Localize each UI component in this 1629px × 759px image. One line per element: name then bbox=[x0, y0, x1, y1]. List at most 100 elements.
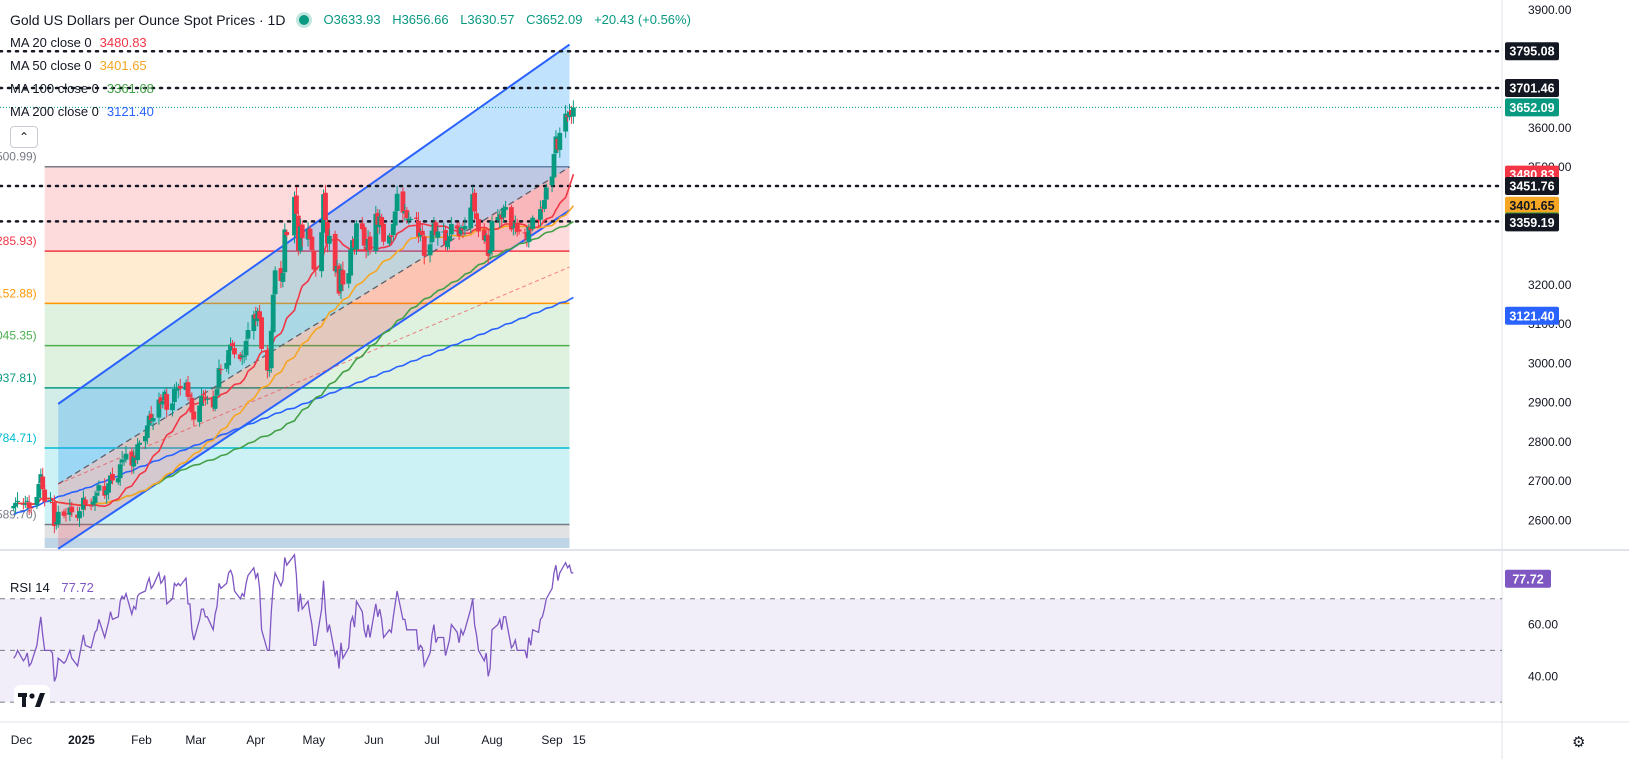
candle-body bbox=[266, 370, 272, 372]
candle-body bbox=[386, 235, 392, 244]
ma-row[interactable]: MA 20 close 0 3480.83 bbox=[10, 31, 699, 54]
price-badge-label: 3451.76 bbox=[1509, 180, 1554, 194]
candle-body bbox=[297, 226, 303, 251]
candle-body bbox=[117, 464, 123, 479]
price-badge bbox=[1505, 42, 1559, 61]
candle-body bbox=[170, 403, 175, 411]
candle-body bbox=[379, 217, 385, 226]
price-pane bbox=[0, 0, 1502, 548]
candle-body bbox=[514, 223, 520, 232]
candle-body bbox=[259, 317, 264, 349]
ma-row[interactable]: MA 50 close 0 3401.65 bbox=[10, 54, 699, 77]
candle-body bbox=[36, 483, 42, 498]
candle-body bbox=[11, 505, 17, 509]
candle-body bbox=[15, 500, 20, 502]
candle-body bbox=[487, 249, 493, 254]
channel-upper-line bbox=[57, 43, 571, 405]
candle-body bbox=[201, 394, 206, 396]
candle-body bbox=[28, 507, 34, 509]
rsi-label: RSI 14 bbox=[10, 580, 50, 595]
candle-body bbox=[42, 489, 48, 502]
candle-body bbox=[485, 234, 491, 256]
collapse-legend-button[interactable]: ⌃ bbox=[10, 126, 38, 148]
candle-body bbox=[115, 478, 121, 483]
candle-body bbox=[311, 250, 317, 270]
fib-level-label: 0.618 (2937.81) bbox=[0, 371, 37, 385]
candle-body bbox=[340, 270, 346, 285]
candle-body bbox=[82, 499, 88, 505]
candle-body bbox=[551, 154, 557, 178]
candle-body bbox=[435, 231, 441, 238]
rsi-tick-label: 60.00 bbox=[1528, 618, 1558, 632]
candle-body bbox=[416, 220, 421, 237]
candle-body bbox=[367, 236, 373, 250]
candle-body bbox=[177, 385, 183, 389]
candle-body bbox=[448, 224, 454, 235]
candle-body bbox=[526, 226, 532, 243]
symbol-row: Gold US Dollars per Ounce Spot Prices · … bbox=[10, 8, 699, 31]
price-tick-label: 3600.00 bbox=[1528, 121, 1572, 135]
chart-legend: Gold US Dollars per Ounce Spot Prices · … bbox=[10, 8, 699, 123]
candle-body bbox=[530, 217, 536, 229]
candle-body bbox=[373, 213, 379, 251]
candle-body bbox=[158, 397, 164, 404]
candle-body bbox=[404, 210, 410, 219]
candle-body bbox=[228, 344, 233, 351]
ma-value: 3121.40 bbox=[106, 104, 154, 119]
close-value: C3652.09 bbox=[526, 12, 583, 27]
fib-level-label: 0.786 (2784.71) bbox=[0, 431, 37, 445]
ma-value: 3401.65 bbox=[99, 58, 147, 73]
candle-body bbox=[325, 221, 330, 244]
chevron-up-icon: ⌃ bbox=[18, 130, 30, 144]
candle-body bbox=[388, 235, 394, 237]
candle-body bbox=[92, 496, 98, 504]
candle-body bbox=[429, 230, 435, 243]
candle-body bbox=[454, 225, 460, 229]
price-badge-label: 3652.09 bbox=[1509, 101, 1554, 115]
ma-label: MA 200 close 0 bbox=[10, 104, 99, 119]
candle-body bbox=[148, 413, 154, 420]
ma-value: 3361.68 bbox=[106, 81, 154, 96]
candle-body bbox=[150, 418, 156, 422]
candle-body bbox=[13, 502, 19, 507]
candle-body bbox=[445, 240, 450, 248]
price-tick-label: 2600.00 bbox=[1528, 514, 1572, 528]
candle-body bbox=[212, 396, 218, 409]
candle-body bbox=[121, 460, 127, 462]
candle-body bbox=[191, 411, 197, 420]
candle-body bbox=[106, 483, 111, 493]
rsi-legend[interactable]: RSI 14 77.72 bbox=[10, 580, 94, 595]
ma-row[interactable]: MA 200 close 0 3121.40 bbox=[10, 100, 699, 123]
rsi-value: 77.72 bbox=[61, 580, 94, 595]
candle-body bbox=[563, 113, 569, 132]
price-badge-label: 3121.40 bbox=[1509, 309, 1554, 323]
ma-label: MA 20 close 0 bbox=[10, 35, 92, 50]
price-badge bbox=[1505, 78, 1559, 97]
candle-body bbox=[142, 436, 148, 442]
candle-body bbox=[34, 496, 40, 506]
candle-body bbox=[51, 502, 57, 527]
candle-body bbox=[536, 219, 541, 221]
candle-body bbox=[22, 503, 28, 505]
price-tick-label: 2800.00 bbox=[1528, 435, 1572, 449]
rsi-badge-label: 77.72 bbox=[1512, 572, 1543, 586]
ma-row[interactable]: MA 100 close 0 3361.68 bbox=[10, 77, 699, 100]
candle-body bbox=[40, 476, 46, 490]
candle-body bbox=[309, 236, 315, 250]
candle-body bbox=[88, 504, 94, 507]
rsi-badge bbox=[1505, 569, 1551, 588]
tradingview-logo[interactable] bbox=[14, 685, 50, 715]
gear-icon[interactable]: ⚙ bbox=[1572, 734, 1586, 751]
candle-body bbox=[63, 513, 69, 515]
candle-body bbox=[489, 220, 495, 251]
price-badge bbox=[1505, 306, 1559, 325]
candle-body bbox=[414, 217, 419, 219]
price-badge-label: 3359.19 bbox=[1509, 216, 1554, 230]
candle-body bbox=[131, 456, 137, 467]
candle-body bbox=[156, 399, 162, 418]
candle-body bbox=[433, 222, 439, 236]
channel-lower-fill bbox=[58, 167, 570, 549]
candle-body bbox=[346, 273, 352, 284]
price-badge-label: 3701.46 bbox=[1509, 81, 1554, 95]
